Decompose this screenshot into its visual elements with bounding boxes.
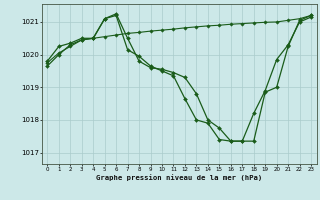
X-axis label: Graphe pression niveau de la mer (hPa): Graphe pression niveau de la mer (hPa) [96, 174, 262, 181]
